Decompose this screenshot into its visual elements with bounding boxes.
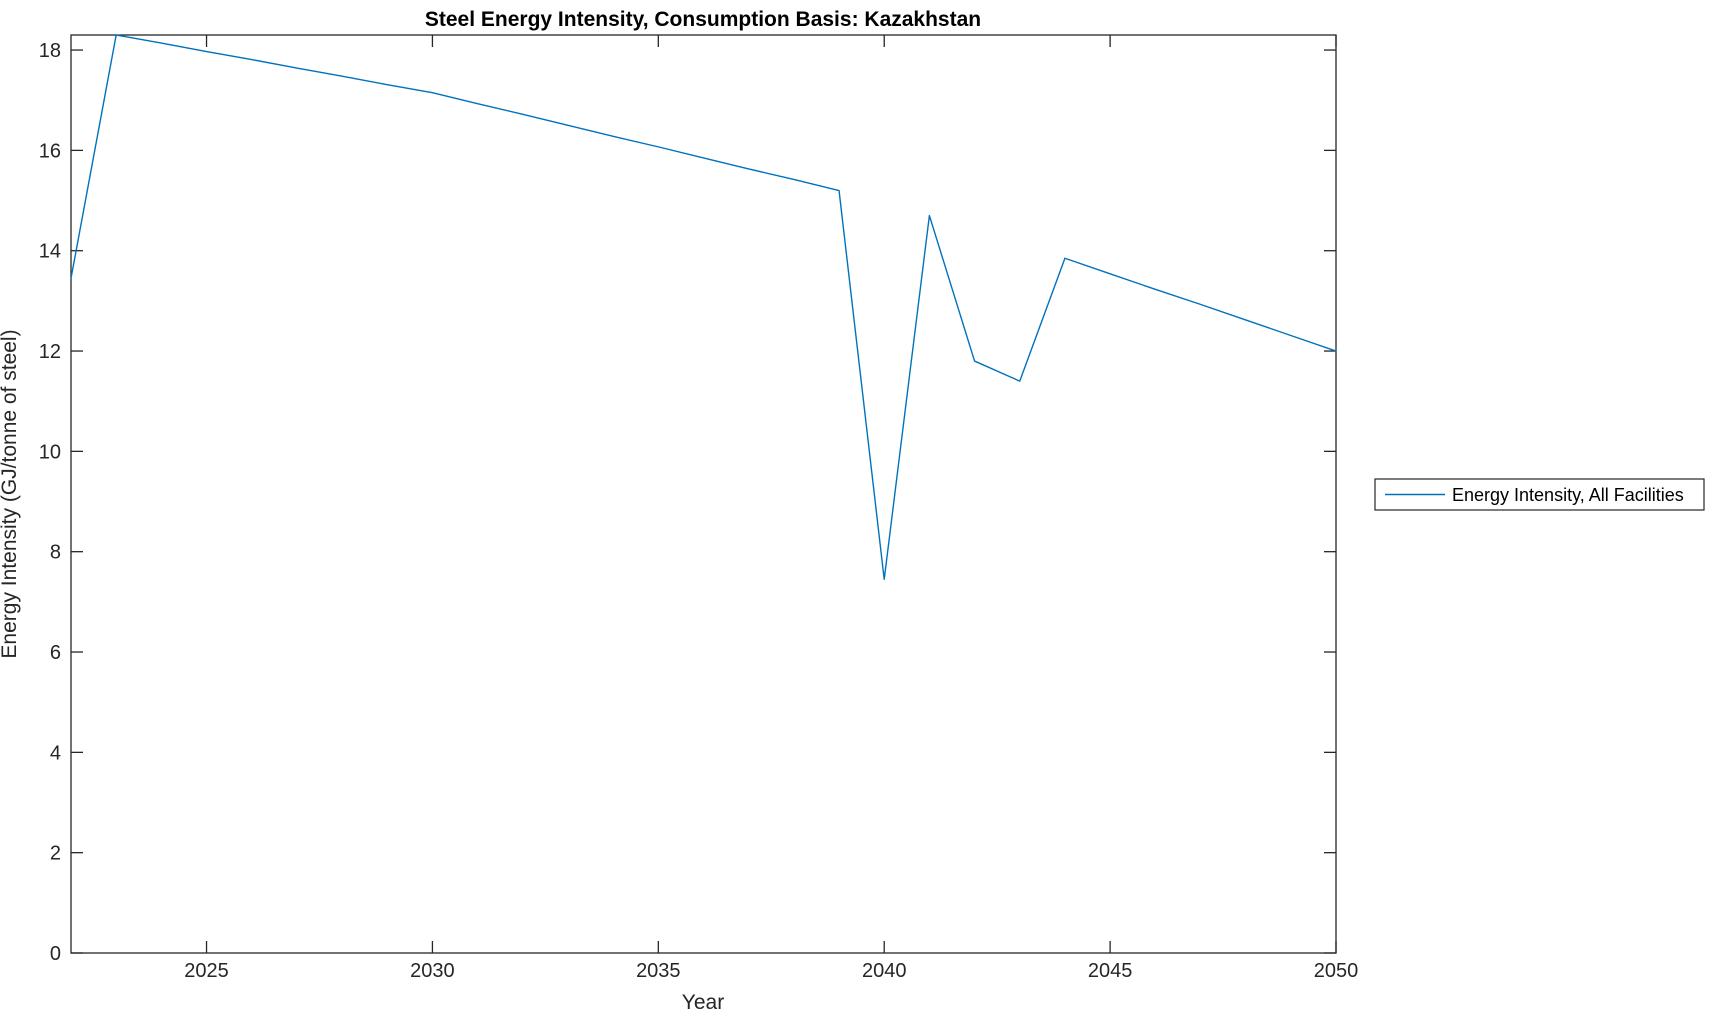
y-tick-label: 0	[50, 943, 61, 965]
legend-entry-label: Energy Intensity, All Facilities	[1452, 485, 1684, 505]
data-series-layer	[70, 34, 1337, 580]
y-tick-label: 4	[50, 742, 61, 764]
y-tick-label: 2	[50, 843, 61, 865]
x-tick-label: 2045	[1088, 960, 1133, 982]
chart-title: Steel Energy Intensity, Consumption Basi…	[425, 8, 981, 31]
x-axis-label: Year	[682, 991, 724, 1014]
y-tick-label: 14	[39, 241, 61, 263]
y-tick-label: 18	[39, 40, 61, 62]
x-tick-label: 2050	[1314, 960, 1359, 982]
energy-intensity-line	[70, 34, 1337, 580]
y-tick-label: 12	[39, 341, 61, 363]
x-tick-label: 2035	[636, 960, 681, 982]
y-tick-label: 6	[50, 642, 61, 664]
x-tick-label: 2040	[862, 960, 907, 982]
x-tick-label: 2025	[184, 960, 229, 982]
y-tick-label: 8	[50, 542, 61, 564]
x-tick-label: 2030	[410, 960, 455, 982]
y-tick-label: 10	[39, 441, 61, 463]
plot-box	[70, 34, 1337, 954]
y-tick-label: 16	[39, 140, 61, 162]
legend: Energy Intensity, All Facilities	[1374, 478, 1705, 511]
y-axis-label: Energy Intensity (GJ/tonne of steel)	[0, 329, 21, 658]
axes-layer: 2025 2030 2035 2040 2045 2050 0 2 4 6 8 10 12 14 16 18	[39, 35, 1359, 982]
